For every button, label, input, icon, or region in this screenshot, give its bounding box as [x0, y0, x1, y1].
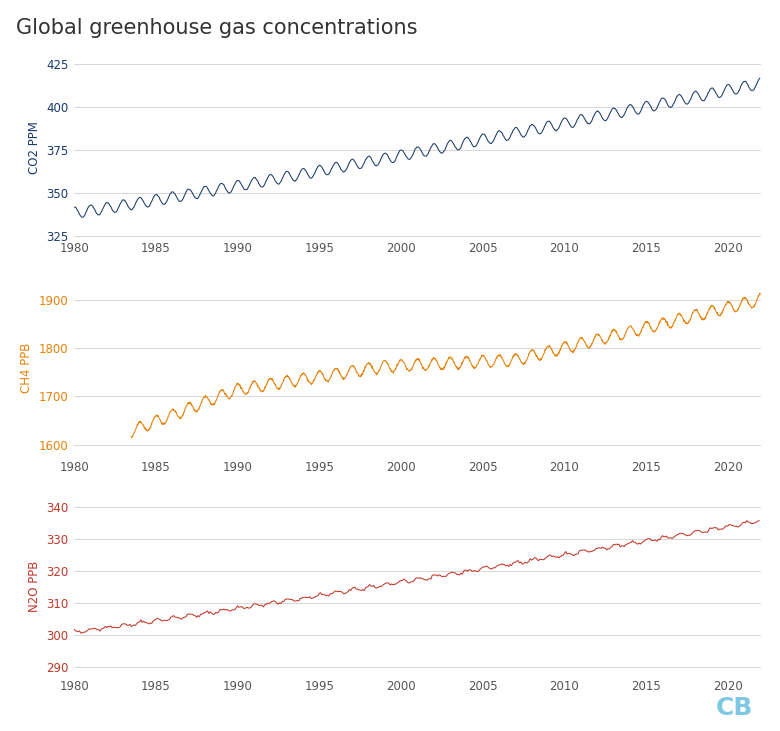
Y-axis label: N2O PPB: N2O PPB [27, 561, 41, 613]
Text: Global greenhouse gas concentrations: Global greenhouse gas concentrations [16, 18, 417, 38]
Text: CB: CB [715, 696, 753, 720]
Y-axis label: CO2 PPM: CO2 PPM [27, 121, 41, 175]
Y-axis label: CH4 PPB: CH4 PPB [20, 342, 34, 393]
